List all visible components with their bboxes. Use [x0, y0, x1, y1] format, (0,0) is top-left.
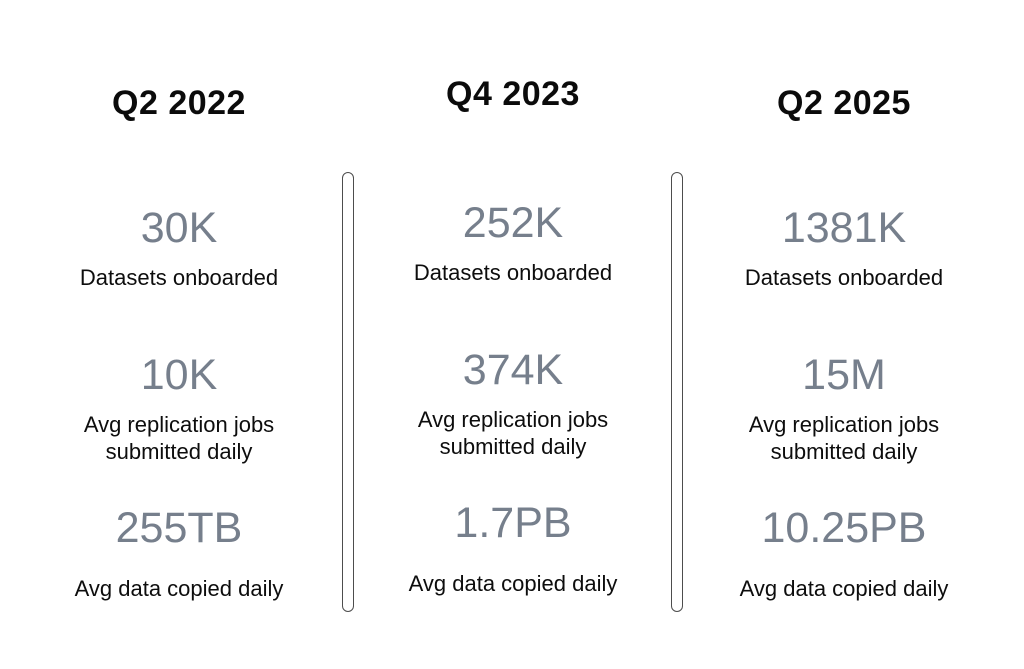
metric-label: Datasets onboarded	[744, 265, 944, 291]
metric-label: Avg data copied daily	[739, 576, 949, 602]
metric-datasets-onboarded: 1381K Datasets onboarded	[684, 204, 1004, 291]
metric-label: Avg data copied daily	[74, 576, 284, 602]
metric-value: 10.25PB	[761, 504, 927, 552]
metric-label: Datasets onboarded	[413, 260, 613, 286]
metric-label: Avg data copied daily	[408, 571, 618, 597]
column-q2-2025: Q2 2025 1381K Datasets onboarded 15M Avg…	[684, 0, 1004, 669]
metric-label: Datasets onboarded	[79, 265, 279, 291]
metric-data-copied: 1.7PB Avg data copied daily	[356, 499, 670, 597]
column-title: Q4 2023	[446, 75, 580, 113]
column-title: Q2 2025	[777, 84, 911, 122]
metric-value: 30K	[140, 204, 218, 252]
column-title: Q2 2022	[112, 84, 246, 122]
vertical-divider	[342, 172, 354, 612]
metric-value: 10K	[140, 351, 218, 399]
column-q2-2022: Q2 2022 30K Datasets onboarded 10K Avg r…	[18, 0, 340, 669]
metric-value: 1381K	[781, 204, 907, 252]
metric-label: Avg replication jobs submitted daily	[83, 412, 275, 465]
vertical-divider	[671, 172, 683, 612]
metric-data-copied: 10.25PB Avg data copied daily	[684, 504, 1004, 602]
metric-value: 15M	[802, 351, 886, 399]
metric-replication-jobs: 374K Avg replication jobs submitted dail…	[356, 346, 670, 460]
column-q4-2023: Q4 2023 252K Datasets onboarded 374K Avg…	[356, 0, 670, 664]
metric-value: 255TB	[115, 504, 243, 552]
metric-label: Avg replication jobs submitted daily	[417, 407, 609, 460]
metric-value: 252K	[462, 199, 564, 247]
metric-data-copied: 255TB Avg data copied daily	[18, 504, 340, 602]
metric-datasets-onboarded: 30K Datasets onboarded	[18, 204, 340, 291]
metric-label: Avg replication jobs submitted daily	[748, 412, 940, 465]
metric-replication-jobs: 10K Avg replication jobs submitted daily	[18, 351, 340, 465]
metric-replication-jobs: 15M Avg replication jobs submitted daily	[684, 351, 1004, 465]
metric-value: 1.7PB	[454, 499, 572, 547]
metric-value: 374K	[462, 346, 564, 394]
metric-datasets-onboarded: 252K Datasets onboarded	[356, 199, 670, 286]
